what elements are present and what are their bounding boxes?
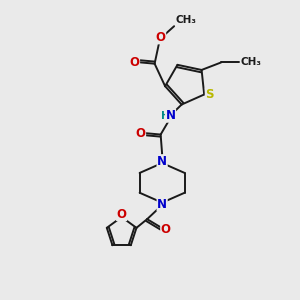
Text: O: O	[117, 208, 127, 220]
Text: O: O	[130, 56, 140, 69]
Text: O: O	[136, 127, 146, 140]
Text: CH₃: CH₃	[241, 57, 262, 68]
Text: H: H	[161, 111, 170, 121]
Text: O: O	[156, 31, 166, 44]
Text: N: N	[166, 109, 176, 122]
Text: N: N	[157, 155, 167, 168]
Text: S: S	[205, 88, 214, 101]
Text: CH₃: CH₃	[176, 15, 197, 25]
Text: N: N	[157, 198, 167, 211]
Text: O: O	[161, 223, 171, 236]
